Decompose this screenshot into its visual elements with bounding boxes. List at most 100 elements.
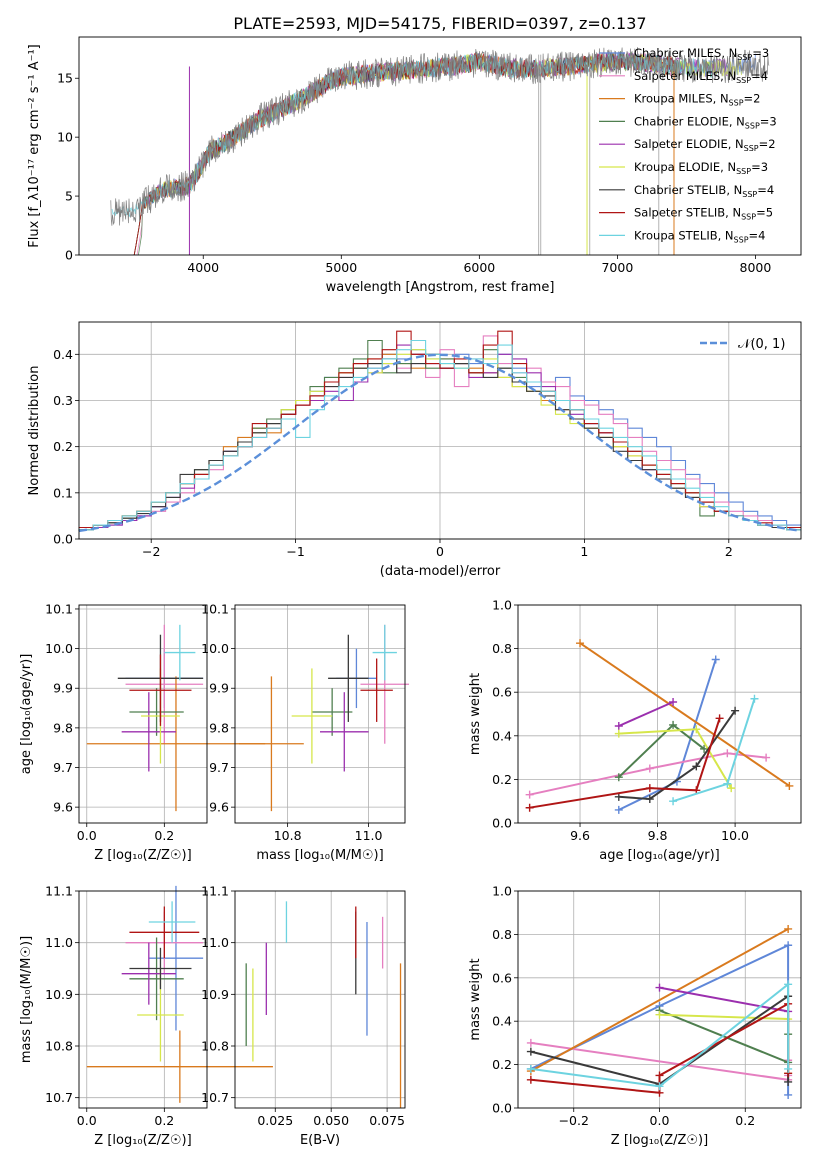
weight-marker xyxy=(526,1064,535,1073)
y-tick-label: 0.3 xyxy=(53,393,73,408)
x-tick-label: 8000 xyxy=(740,260,772,275)
weight-marker xyxy=(785,781,794,790)
legend-label: Kroupa STELIB, NSSP=4 xyxy=(634,228,765,244)
y-axis-label: Normed distribution xyxy=(27,366,42,496)
x-tick-label: 0.2 xyxy=(154,1113,174,1128)
x-tick-label: 0.0 xyxy=(77,828,97,843)
legend-label: Kroupa MILES, NSSP=2 xyxy=(634,92,760,108)
x-tick-label: 6000 xyxy=(463,260,495,275)
y-tick-label: 10.1 xyxy=(201,601,229,616)
x-axis-label: wavelength [Angstrom, rest frame] xyxy=(326,280,555,295)
weight-marker xyxy=(526,1047,535,1056)
y-tick-label: 0.0 xyxy=(492,1101,512,1116)
y-tick-label: 0.8 xyxy=(492,641,512,656)
x-tick-label: 0.2 xyxy=(735,1113,755,1128)
y-tick-label: 10.0 xyxy=(201,641,229,656)
weight-marker xyxy=(723,779,732,788)
y-tick-label: 0.2 xyxy=(492,772,512,787)
y-tick-label: 9.9 xyxy=(53,681,73,696)
axes-age-vs-mass: 10.8 11.0 9.6 9.7 9.8 9.9 10.0 10.1 mass [log₁₀(… xyxy=(201,601,410,863)
weight-marker xyxy=(614,773,623,782)
figure-title: PLATE=2593, MJD=54175, FIBERID=0397, z=0… xyxy=(233,14,646,33)
weight-marker xyxy=(525,803,534,812)
weight-marker xyxy=(715,714,724,723)
weight-marker xyxy=(784,1077,793,1086)
y-tick-label: 1.0 xyxy=(492,884,512,899)
weight-marker xyxy=(614,721,623,730)
plot-content xyxy=(86,624,266,812)
y-tick-label: 11.0 xyxy=(45,935,73,950)
legend-label: Chabrier ELODIE, NSSP=3 xyxy=(634,114,777,130)
weight-marker xyxy=(614,792,623,801)
x-tick-label: 0.025 xyxy=(257,1113,293,1128)
x-tick-label: 0.050 xyxy=(313,1113,349,1128)
y-tick-label: 10.7 xyxy=(45,1090,73,1105)
weight-marker xyxy=(655,1082,664,1091)
axes-weight-vs-Z: −0.2 0.0 0.2 0.0 0.2 0.4 0.6 0.8 1.0 Z [log₁₀(Z/Z… xyxy=(468,884,802,1148)
y-tick-label: 0.1 xyxy=(53,485,73,500)
legend-label: Chabrier MILES, NSSP=3 xyxy=(634,46,769,62)
axes-frame xyxy=(78,890,208,1109)
weight-line xyxy=(529,752,767,796)
weight-marker xyxy=(784,1064,793,1073)
plot-content xyxy=(245,901,402,1108)
axes-frame xyxy=(234,890,406,1109)
x-axis-label: Z [log₁₀(Z/Z☉)] xyxy=(611,1133,708,1148)
weight-marker xyxy=(655,983,664,992)
y-tick-label: 0 xyxy=(65,248,73,263)
weight-marker xyxy=(711,655,720,664)
spectrum-model-line xyxy=(133,52,728,255)
y-tick-label: 11.0 xyxy=(201,935,229,950)
x-tick-label: 0.0 xyxy=(77,1113,97,1128)
weight-line xyxy=(530,928,789,1072)
axes-mass-vs-Z: 0.0 0.2 10.7 10.8 10.9 11.0 11.1 Z [log₁₀(Z/Z☉)… xyxy=(19,884,273,1148)
legend-label: Salpeter STELIB, NSSP=5 xyxy=(634,206,773,222)
x-tick-label: 7000 xyxy=(601,260,633,275)
y-tick-label: 10.8 xyxy=(201,1039,229,1054)
axes-weight-vs-age: 9.6 9.8 10.0 0.0 0.2 0.4 0.6 0.8 1.0 age [log₁₀(a… xyxy=(468,598,802,863)
y-tick-label: 10.9 xyxy=(201,987,229,1002)
weight-marker xyxy=(525,790,534,799)
weight-marker xyxy=(784,924,793,933)
plot-content xyxy=(525,639,794,814)
weight-marker xyxy=(526,1038,535,1047)
x-tick-label: 0.0 xyxy=(650,1113,670,1128)
weight-marker xyxy=(645,764,654,773)
plot-content xyxy=(239,624,410,812)
legend-label: Chabrier STELIB, NSSP=4 xyxy=(634,183,774,199)
axes-frame xyxy=(517,890,802,1109)
axes-residuals: −2 −1 0 1 2 0.0 0.1 0.2 0.3 0.4 (data-model)/error… xyxy=(27,321,802,579)
y-tick-label: 0.0 xyxy=(53,532,73,547)
y-tick-label: 0.2 xyxy=(53,439,73,454)
axes-mass-vs-ebv: 0.025 0.050 0.075 10.7 10.8 10.9 11.0 11.1 E(B-V… xyxy=(201,884,406,1148)
spectrum-model-line xyxy=(133,51,678,255)
spectrum-model-line xyxy=(133,52,742,255)
y-tick-label: 11.1 xyxy=(45,884,73,899)
weight-marker xyxy=(645,795,654,804)
y-tick-label: 0.6 xyxy=(492,685,512,700)
legend-label: Salpeter ELODIE, NSSP=2 xyxy=(634,137,776,153)
weight-marker xyxy=(784,1090,793,1099)
x-tick-label: 2 xyxy=(725,544,733,559)
weight-line xyxy=(530,982,790,1088)
axes-frame xyxy=(517,604,802,824)
spectrum-data-line xyxy=(110,47,770,226)
weight-marker xyxy=(669,720,678,729)
x-tick-label: 10.0 xyxy=(721,828,749,843)
x-tick-label: 11.0 xyxy=(355,828,383,843)
weight-marker xyxy=(655,1071,664,1080)
y-tick-label: 0.4 xyxy=(492,728,512,743)
spectrum-model-line xyxy=(138,50,715,255)
plot-content xyxy=(526,924,793,1099)
x-tick-label: 1 xyxy=(580,544,588,559)
y-tick-label: 0.4 xyxy=(492,1014,512,1029)
y-tick-label: 9.9 xyxy=(209,681,229,696)
weight-marker xyxy=(731,706,740,715)
x-axis-label: Z [log₁₀(Z/Z☉)] xyxy=(94,1133,191,1148)
weight-marker xyxy=(669,698,678,707)
legend-label: Salpeter MILES, NSSP=4 xyxy=(634,69,768,85)
plot-content xyxy=(110,47,770,255)
y-tick-label: 15 xyxy=(57,71,73,86)
